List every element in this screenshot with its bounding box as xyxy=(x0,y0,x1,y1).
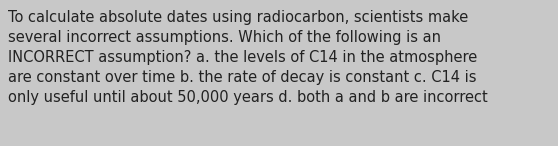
Text: To calculate absolute dates using radiocarbon, scientists make
several incorrect: To calculate absolute dates using radioc… xyxy=(8,10,488,105)
